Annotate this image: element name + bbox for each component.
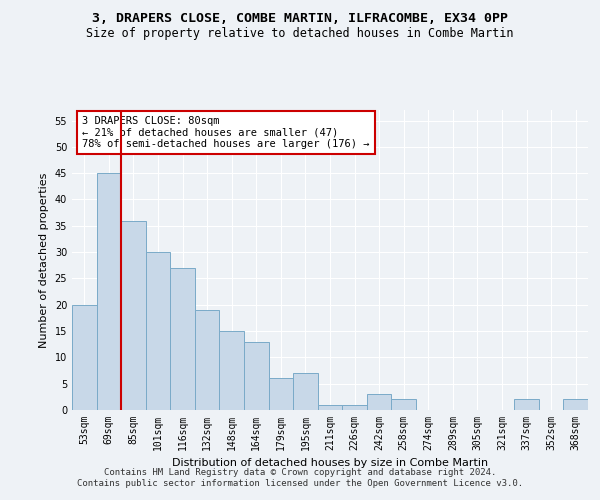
Bar xyxy=(170,268,195,410)
Bar xyxy=(146,252,170,410)
Bar xyxy=(220,331,244,410)
Bar xyxy=(367,394,391,410)
Bar xyxy=(293,373,318,410)
Bar xyxy=(244,342,269,410)
Bar xyxy=(318,404,342,410)
Text: 3, DRAPERS CLOSE, COMBE MARTIN, ILFRACOMBE, EX34 0PP: 3, DRAPERS CLOSE, COMBE MARTIN, ILFRACOM… xyxy=(92,12,508,26)
Bar xyxy=(72,304,97,410)
Bar xyxy=(342,404,367,410)
Y-axis label: Number of detached properties: Number of detached properties xyxy=(39,172,49,348)
Bar xyxy=(514,400,539,410)
Bar xyxy=(97,173,121,410)
Bar xyxy=(269,378,293,410)
Text: 3 DRAPERS CLOSE: 80sqm
← 21% of detached houses are smaller (47)
78% of semi-det: 3 DRAPERS CLOSE: 80sqm ← 21% of detached… xyxy=(82,116,370,149)
Bar xyxy=(121,220,146,410)
Text: Size of property relative to detached houses in Combe Martin: Size of property relative to detached ho… xyxy=(86,28,514,40)
Bar xyxy=(195,310,220,410)
Text: Contains HM Land Registry data © Crown copyright and database right 2024.
Contai: Contains HM Land Registry data © Crown c… xyxy=(77,468,523,487)
Bar xyxy=(391,400,416,410)
X-axis label: Distribution of detached houses by size in Combe Martin: Distribution of detached houses by size … xyxy=(172,458,488,468)
Bar xyxy=(563,400,588,410)
